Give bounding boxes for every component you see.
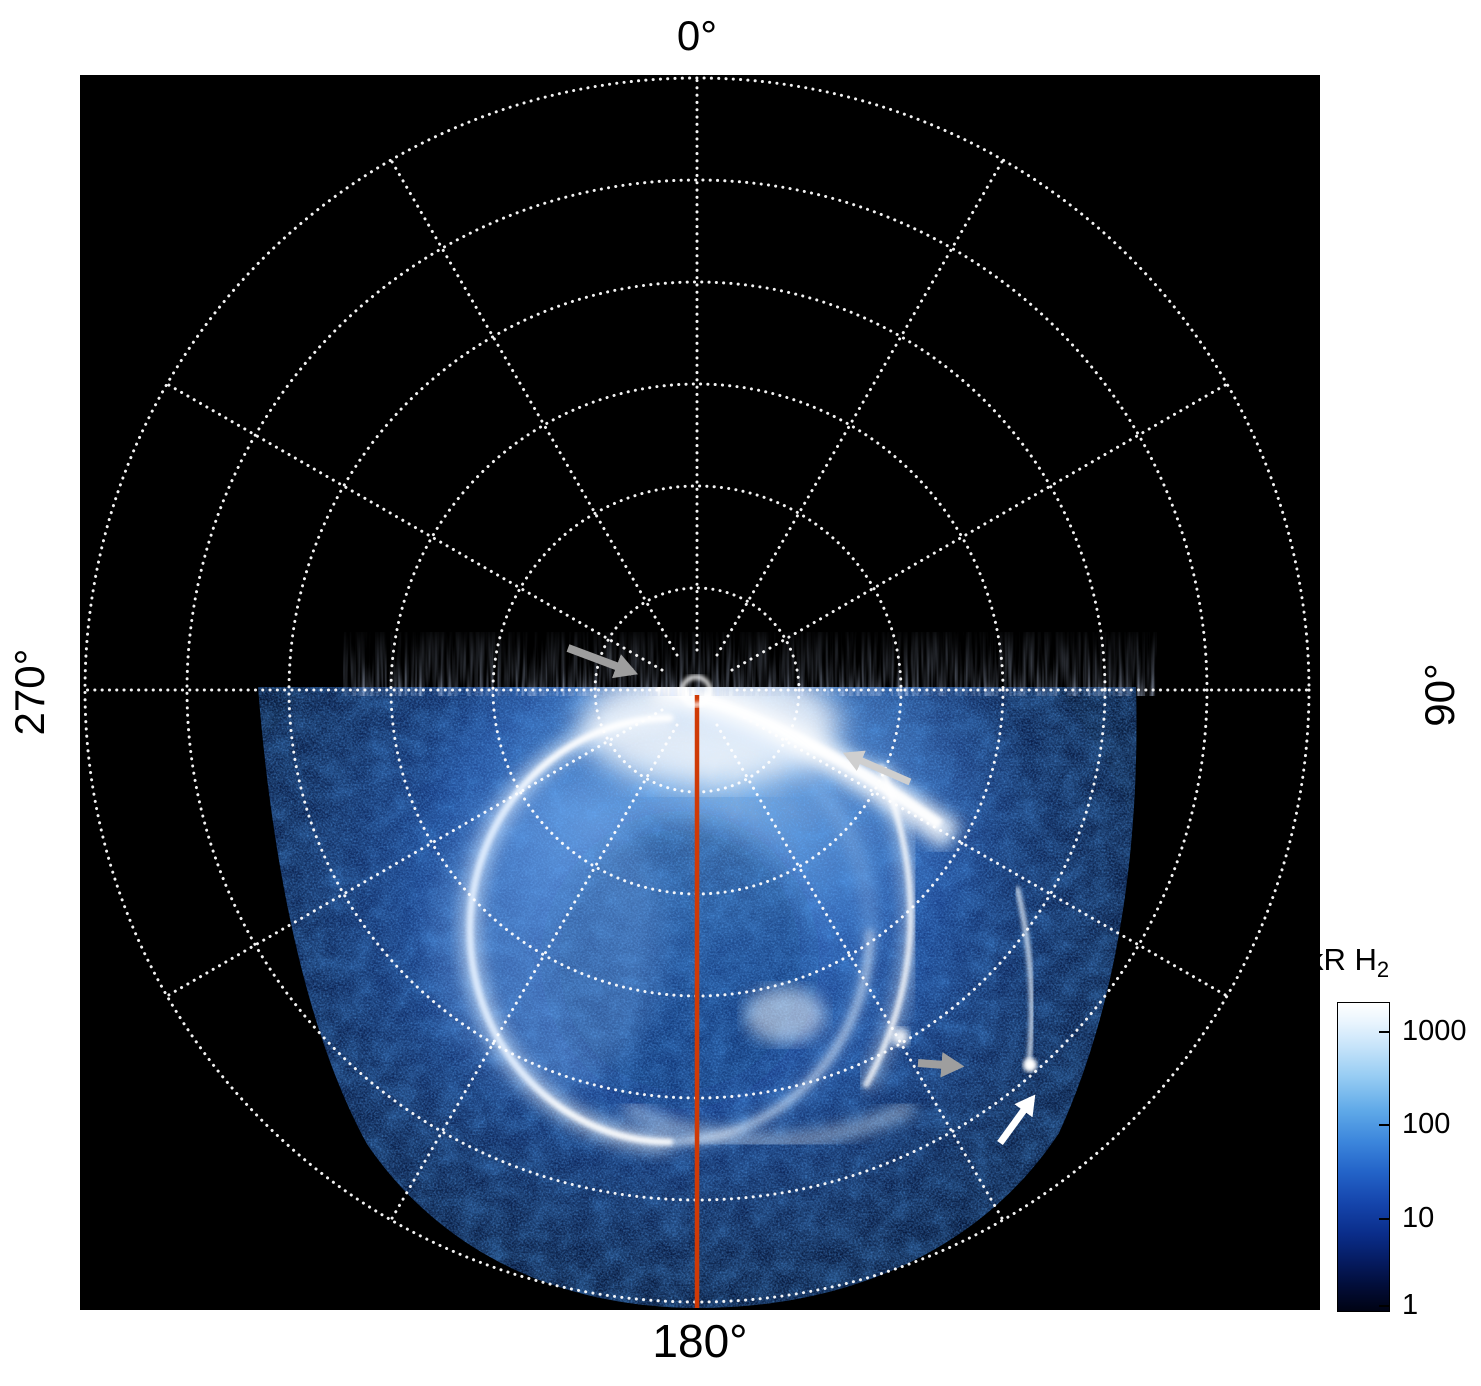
colorbar-tickmark-1 bbox=[1379, 1305, 1389, 1307]
azimuth-label-270: 270° bbox=[6, 648, 53, 736]
annotation-arrows bbox=[566, 644, 1036, 1146]
colorbar-title-text: kR H bbox=[1308, 942, 1377, 977]
plot-area bbox=[80, 75, 1320, 1310]
azimuth-label-90: 90° bbox=[1416, 663, 1463, 727]
bright-spot bbox=[891, 1028, 909, 1046]
white-arrow-lower-right bbox=[997, 1094, 1036, 1146]
colorbar-title-subscript: 2 bbox=[1376, 957, 1390, 983]
colorbar-tick-label: 1 bbox=[1402, 1289, 1419, 1321]
colorbar-tickmark-100 bbox=[1379, 1124, 1389, 1126]
azimuth-label-180: 180° bbox=[652, 1315, 748, 1367]
colorbar-tick-label: 100 bbox=[1402, 1108, 1451, 1140]
aurora-polar-plot bbox=[80, 75, 1320, 1310]
colorbar-tickmark-10 bbox=[1379, 1218, 1389, 1220]
equatorward-arc bbox=[622, 1102, 915, 1146]
light-arrow-upper-right bbox=[842, 750, 912, 786]
colorbar-tick-label: 1000 bbox=[1402, 1015, 1467, 1047]
pole-core-ring bbox=[680, 675, 712, 707]
colorbar bbox=[1337, 1002, 1390, 1312]
colorbar-tickmark-1000 bbox=[1379, 1031, 1389, 1033]
image-edge-fringe bbox=[380, 635, 1120, 693]
polar-arc-filament bbox=[1015, 886, 1034, 1064]
colorbar-title: kR H2 bbox=[1308, 942, 1389, 983]
gray-arrow-lower-right bbox=[917, 1051, 965, 1078]
colorbar-tick-label: 10 bbox=[1402, 1202, 1435, 1234]
azimuth-label-0: 0° bbox=[676, 12, 718, 59]
gray-arrow-upper-left bbox=[566, 644, 638, 679]
